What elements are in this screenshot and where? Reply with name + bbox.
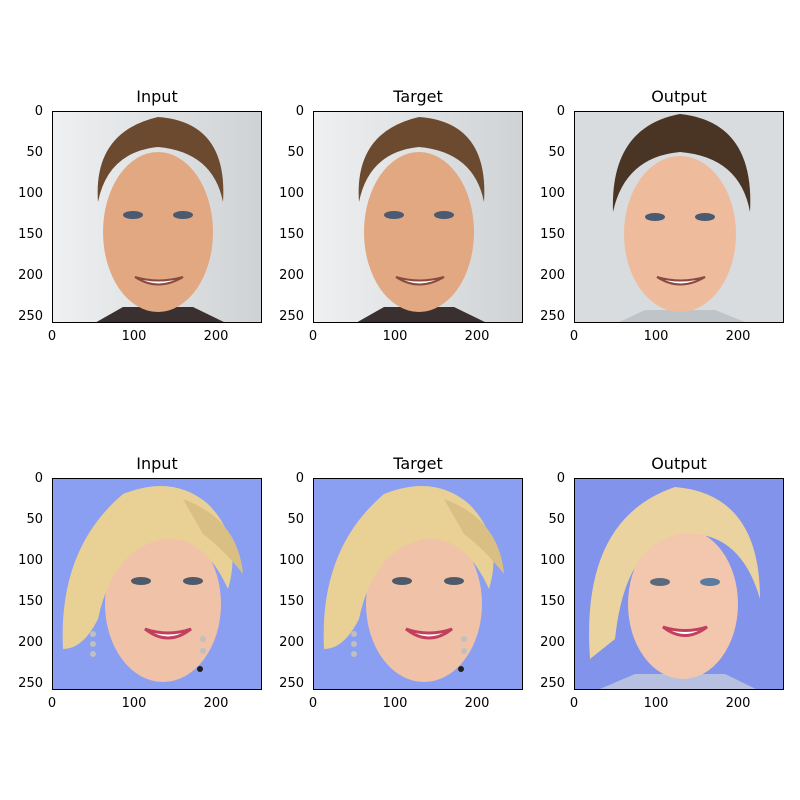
x-tick-label: 0 [569, 696, 579, 711]
y-tick-label: 200 [279, 635, 304, 650]
y-tick-label: 150 [18, 594, 43, 609]
y-tick-label: 200 [540, 635, 565, 650]
image-panel-input-man [52, 111, 262, 323]
panel-title-output-2: Output [651, 454, 707, 473]
x-tick-label: 200 [464, 696, 490, 711]
panel-title-input-1: Input [136, 87, 178, 106]
y-tick-label: 250 [279, 676, 304, 691]
y-tick-label: 0 [34, 471, 43, 486]
y-tick-label: 250 [279, 309, 304, 324]
y-tick-label: 0 [34, 104, 43, 119]
y-tick-label: 50 [287, 145, 304, 160]
y-tick-label: 150 [540, 227, 565, 242]
face-image-woman [575, 479, 783, 689]
y-tick-label: 200 [279, 268, 304, 283]
y-tick-label: 200 [540, 268, 565, 283]
x-tick-label: 0 [47, 696, 57, 711]
y-tick-label: 50 [287, 512, 304, 527]
image-panel-input-woman [52, 478, 262, 690]
x-tick-label: 100 [643, 329, 669, 344]
panel-title-output-1: Output [651, 87, 707, 106]
y-tick-label: 200 [18, 635, 43, 650]
y-tick-label: 0 [295, 104, 304, 119]
y-tick-label: 50 [26, 512, 43, 527]
y-tick-label: 50 [26, 145, 43, 160]
face-image-man [575, 112, 783, 322]
y-tick-label: 100 [279, 186, 304, 201]
x-tick-label: 100 [121, 329, 147, 344]
y-tick-label: 100 [540, 553, 565, 568]
panel-title-target-2: Target [393, 454, 443, 473]
y-tick-label: 50 [548, 512, 565, 527]
image-panel-output-man [574, 111, 784, 323]
y-tick-label: 250 [540, 309, 565, 324]
panel-title-target-1: Target [393, 87, 443, 106]
x-tick-label: 0 [308, 329, 318, 344]
y-tick-label: 200 [18, 268, 43, 283]
y-tick-label: 150 [540, 594, 565, 609]
y-tick-label: 100 [540, 186, 565, 201]
y-tick-label: 0 [556, 104, 565, 119]
x-tick-label: 100 [382, 329, 408, 344]
y-tick-label: 250 [18, 309, 43, 324]
y-tick-label: 0 [295, 471, 304, 486]
face-image-woman [53, 479, 261, 689]
face-image-woman [314, 479, 522, 689]
x-tick-label: 200 [464, 329, 490, 344]
y-tick-label: 150 [18, 227, 43, 242]
y-tick-label: 50 [548, 145, 565, 160]
y-tick-label: 150 [279, 227, 304, 242]
x-tick-label: 0 [308, 696, 318, 711]
image-panel-target-woman [313, 478, 523, 690]
x-tick-label: 200 [725, 696, 751, 711]
x-tick-label: 100 [643, 696, 669, 711]
y-tick-label: 0 [556, 471, 565, 486]
image-panel-output-woman [574, 478, 784, 690]
face-image-man [314, 112, 522, 322]
image-panel-target-man [313, 111, 523, 323]
x-tick-label: 100 [382, 696, 408, 711]
x-tick-label: 200 [725, 329, 751, 344]
x-tick-label: 200 [203, 329, 229, 344]
x-tick-label: 0 [569, 329, 579, 344]
y-tick-label: 250 [18, 676, 43, 691]
y-tick-label: 100 [18, 186, 43, 201]
x-tick-label: 100 [121, 696, 147, 711]
y-tick-label: 100 [279, 553, 304, 568]
panel-title-input-2: Input [136, 454, 178, 473]
y-tick-label: 150 [279, 594, 304, 609]
y-tick-label: 100 [18, 553, 43, 568]
x-tick-label: 0 [47, 329, 57, 344]
face-image-man [53, 112, 261, 322]
y-tick-label: 250 [540, 676, 565, 691]
x-tick-label: 200 [203, 696, 229, 711]
